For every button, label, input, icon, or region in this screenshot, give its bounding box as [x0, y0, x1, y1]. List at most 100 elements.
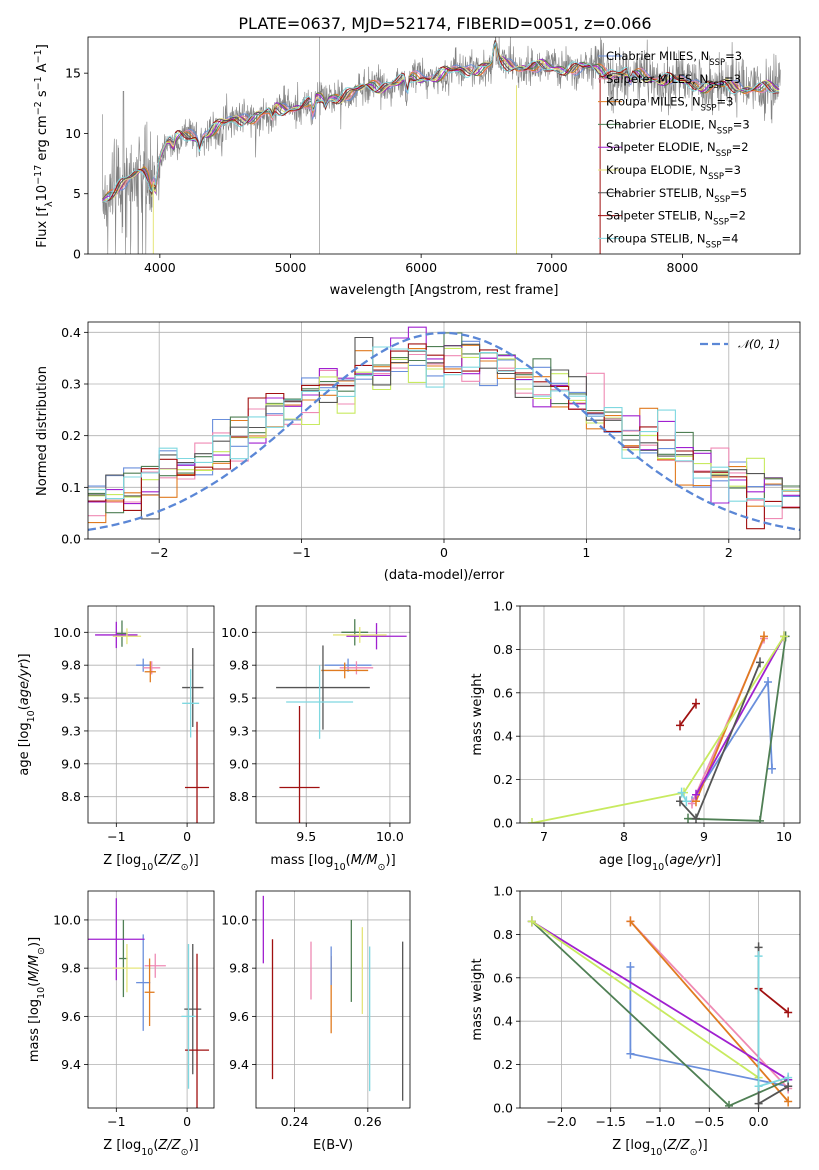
y-tick-label: 0.0: [493, 816, 513, 831]
model-line-salpeter_elodie: [102, 40, 780, 202]
series-line-kroupa_elodie: [531, 920, 760, 1079]
x-tick-label: 10: [776, 829, 792, 844]
x-tick-label: 7000: [536, 260, 568, 275]
model-line-kroupa_stelib: [102, 41, 780, 203]
x-tick-label: −1: [107, 829, 125, 844]
y-tick-label: 9.4: [229, 1057, 249, 1072]
age_vs_mass-plot-area: [276, 619, 407, 823]
series-marker-kroupa_stelib: [754, 1081, 763, 1092]
y-tick-label: 1.0: [493, 599, 513, 614]
x-tick-label: −1.5: [596, 1114, 626, 1129]
series-marker-chabrier_elodie: [756, 815, 764, 823]
series-marker-kroupa_miles: [760, 631, 768, 642]
x-tick-label: 9.5: [296, 829, 316, 844]
age_vs_mass-frame: [255, 605, 411, 824]
x-tick-label: 0.24: [281, 1114, 309, 1129]
series-marker-kroupa_elodie: [780, 631, 788, 642]
series-marker-kroupa_stelib: [754, 951, 763, 962]
y-tick-label: 0.8: [493, 642, 513, 657]
y-tick-label: 0.4: [493, 1014, 513, 1029]
series-marker-kroupa_elodie: [528, 818, 536, 823]
x-axis-label: E(B-V): [313, 1138, 353, 1153]
legend-label: Chabrier ELODIE, NSSP=3: [606, 117, 750, 136]
y-tick-label: 0.6: [493, 685, 513, 700]
spectrum-frame: [87, 36, 801, 255]
y-tick-label: 0.6: [493, 970, 513, 985]
y-tick-label: 0.2: [493, 1057, 513, 1072]
y-tick-label: 9.5: [61, 691, 81, 706]
x-tick-label: 6000: [405, 260, 437, 275]
mass_vs_ebv-plot-area: [262, 895, 404, 1101]
x-tick-label: 0: [183, 1114, 191, 1129]
y-tick-label: 15: [65, 66, 81, 81]
x-tick-label: −0.5: [694, 1114, 724, 1129]
x-tick-label: 0.26: [354, 1114, 382, 1129]
x-tick-label: 5000: [275, 260, 307, 275]
residuals-axes: −2 −1 0 1 2 0.0 0.1 0.2 0.3 0.4 Normed distributio…: [35, 321, 801, 583]
y-tick-label: 1.0: [493, 884, 513, 899]
legend-label: Salpeter ELODIE, NSSP=2: [606, 140, 749, 159]
x-axis-label: Z [log10(Z/Z⊙)]: [103, 853, 198, 873]
weight_vs_Z-axes: −2.0 −1.5 −1.0 −0.5 0.0 0.0 0.2 0.4 0.6 0.8 1.0 mas…: [470, 884, 801, 1158]
series-marker-kroupa_stelib: [677, 787, 686, 798]
spectrum-legend: Chabrier MILES, NSSP=3 Salpeter MILES, NS…: [598, 49, 750, 250]
series-line-salpeter_stelib: [758, 987, 789, 1014]
x-tick-label: 7: [540, 829, 548, 844]
age_vs_Z-axes: −1 0 8.8 9.0 9.3 9.5 9.8 10.0 age [log10(age/yr)…: [17, 605, 215, 873]
y-tick-label: 0.4: [61, 325, 81, 340]
y-tick-label: 9.8: [229, 961, 249, 976]
series-marker-chabrier_elodie: [725, 1100, 734, 1108]
series-marker-chabrier_stelib: [754, 942, 763, 953]
series-line-salpeter_elodie: [531, 920, 789, 1081]
y-tick-label: 8.8: [61, 789, 81, 804]
y-axis-label: mass weight: [470, 673, 485, 755]
model-line-chabrier_elodie: [102, 43, 780, 200]
residuals-frame: [87, 321, 801, 540]
x-tick-label: 9: [700, 829, 708, 844]
mass_vs_ebv-frame: [255, 890, 411, 1109]
spectrum-axes: 4000 5000 6000 7000 8000 0 5 10 15 Flux [fλ10−17 …: [33, 36, 801, 298]
y-tick-label: 10.0: [53, 625, 81, 640]
normal-pdf-line: [88, 331, 800, 532]
x-tick-label: −2.0: [546, 1114, 576, 1129]
y-tick-label: 0.3: [61, 377, 81, 392]
x-tick-label: 8000: [667, 260, 699, 275]
series-marker-kroupa_stelib: [682, 796, 691, 807]
y-tick-label: 0: [73, 247, 81, 262]
y-axis-label: Flux [fλ10−17 erg cm−2 s−1 A−1]: [33, 44, 55, 248]
x-axis-label: age [log10(age/yr)]: [599, 853, 721, 873]
weight_vs_age-frame: [519, 605, 801, 824]
series-marker-chabrier_stelib: [784, 1081, 793, 1092]
series-marker-kroupa_elodie: [527, 916, 536, 927]
x-axis-label: wavelength [Angstrom, rest frame]: [330, 283, 559, 298]
histogram-step-kroupa_stelib: [88, 346, 800, 507]
age_vs_Z-plot-area: [95, 620, 210, 823]
x-axis-label: Z [log10(Z/Z⊙)]: [103, 1138, 198, 1158]
weight_vs_Z-frame: [519, 890, 801, 1109]
series-marker-chabrier_stelib: [754, 1098, 763, 1108]
y-tick-label: 10.0: [221, 912, 249, 927]
y-tick-label: 5: [73, 186, 81, 201]
legend-label: Chabrier MILES, NSSP=3: [606, 49, 742, 68]
mass_vs_Z-plot-area: [88, 898, 210, 1108]
legend-label: Kroupa ELODIE, NSSP=3: [606, 163, 741, 182]
x-tick-label: 0: [440, 545, 448, 560]
x-tick-label: 10.0: [376, 829, 404, 844]
x-tick-label: −2: [150, 545, 168, 560]
series-marker-chabrier_stelib: [756, 657, 764, 668]
series-marker-salpeter_stelib: [784, 1007, 793, 1018]
series-marker-salpeter_elodie: [692, 789, 700, 800]
model-line-kroupa_elodie: [102, 39, 780, 203]
y-tick-label: 9.6: [229, 1009, 249, 1024]
y-tick-label: 10: [65, 126, 81, 141]
series-marker-chabrier_miles: [626, 961, 635, 972]
series-marker-chabrier_miles: [764, 676, 772, 687]
y-axis-label: age [log10(age/yr)]: [17, 653, 37, 775]
series-marker-kroupa_miles: [784, 1096, 793, 1107]
y-tick-label: 9.5: [229, 691, 249, 706]
y-tick-label: 9.8: [61, 961, 81, 976]
legend-label: Chabrier STELIB, NSSP=5: [606, 186, 747, 205]
y-tick-label: 10.0: [221, 625, 249, 640]
series-line-salpeter_stelib: [679, 703, 697, 726]
